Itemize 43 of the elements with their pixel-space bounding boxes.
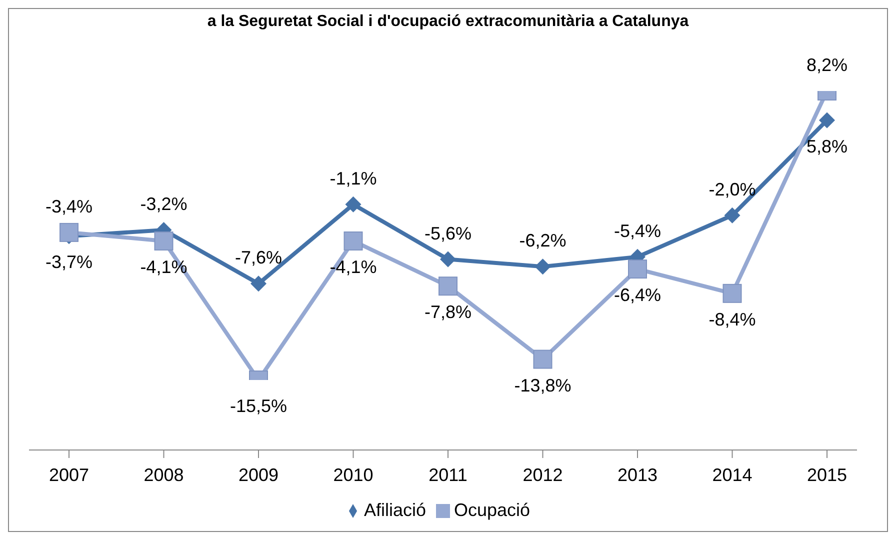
data-label: -4,1% bbox=[330, 256, 377, 277]
data-label: -7,8% bbox=[424, 302, 472, 322]
data-label: 8,2% bbox=[806, 55, 848, 75]
point bbox=[724, 207, 740, 224]
x-tick-label: 2014 bbox=[712, 464, 752, 485]
data-label: -5,4% bbox=[614, 220, 662, 241]
x-tick-label: 2015 bbox=[806, 464, 848, 485]
data-label: -4,1% bbox=[140, 256, 188, 277]
x-tick-label: 2013 bbox=[617, 464, 658, 485]
data-label: 5,8% bbox=[806, 136, 848, 156]
x-tick-label: 2008 bbox=[144, 464, 184, 485]
legend-label: Ocupació bbox=[454, 500, 530, 520]
point bbox=[534, 258, 551, 275]
data-label: -3,4% bbox=[45, 196, 93, 216]
x-tick-label: 2009 bbox=[238, 464, 279, 485]
point bbox=[438, 276, 458, 296]
point bbox=[250, 276, 266, 292]
point bbox=[819, 112, 835, 128]
point bbox=[533, 350, 552, 369]
x-tick-label: 2010 bbox=[333, 464, 374, 485]
data-label: -3,7% bbox=[45, 252, 93, 272]
point bbox=[345, 196, 362, 212]
legend-label: Afiliació bbox=[364, 500, 426, 520]
data-label: -8,4% bbox=[708, 309, 756, 330]
x-tick-label: 2012 bbox=[522, 464, 563, 485]
data-label: -7,6% bbox=[234, 248, 282, 268]
point bbox=[440, 251, 456, 268]
chart-title: a la Seguretat Social i d'ocupació extracomunitària a Catalunya bbox=[206, 12, 690, 31]
point bbox=[154, 231, 174, 250]
data-label: -6,2% bbox=[519, 230, 566, 251]
point bbox=[722, 284, 742, 303]
x-tick-label: 2011 bbox=[428, 464, 468, 485]
data-label: -3,2% bbox=[140, 194, 188, 214]
x-tick-label: 2007 bbox=[48, 464, 90, 485]
point bbox=[344, 231, 363, 250]
point bbox=[60, 222, 78, 242]
point bbox=[628, 260, 647, 279]
data-label: -6,4% bbox=[614, 285, 662, 306]
data-label: -5,6% bbox=[424, 223, 472, 244]
data-label: -2,0% bbox=[708, 179, 756, 200]
data-label: -13,8% bbox=[514, 375, 572, 396]
data-label: -1,1% bbox=[330, 168, 377, 188]
data-label: -15,5% bbox=[230, 396, 288, 416]
